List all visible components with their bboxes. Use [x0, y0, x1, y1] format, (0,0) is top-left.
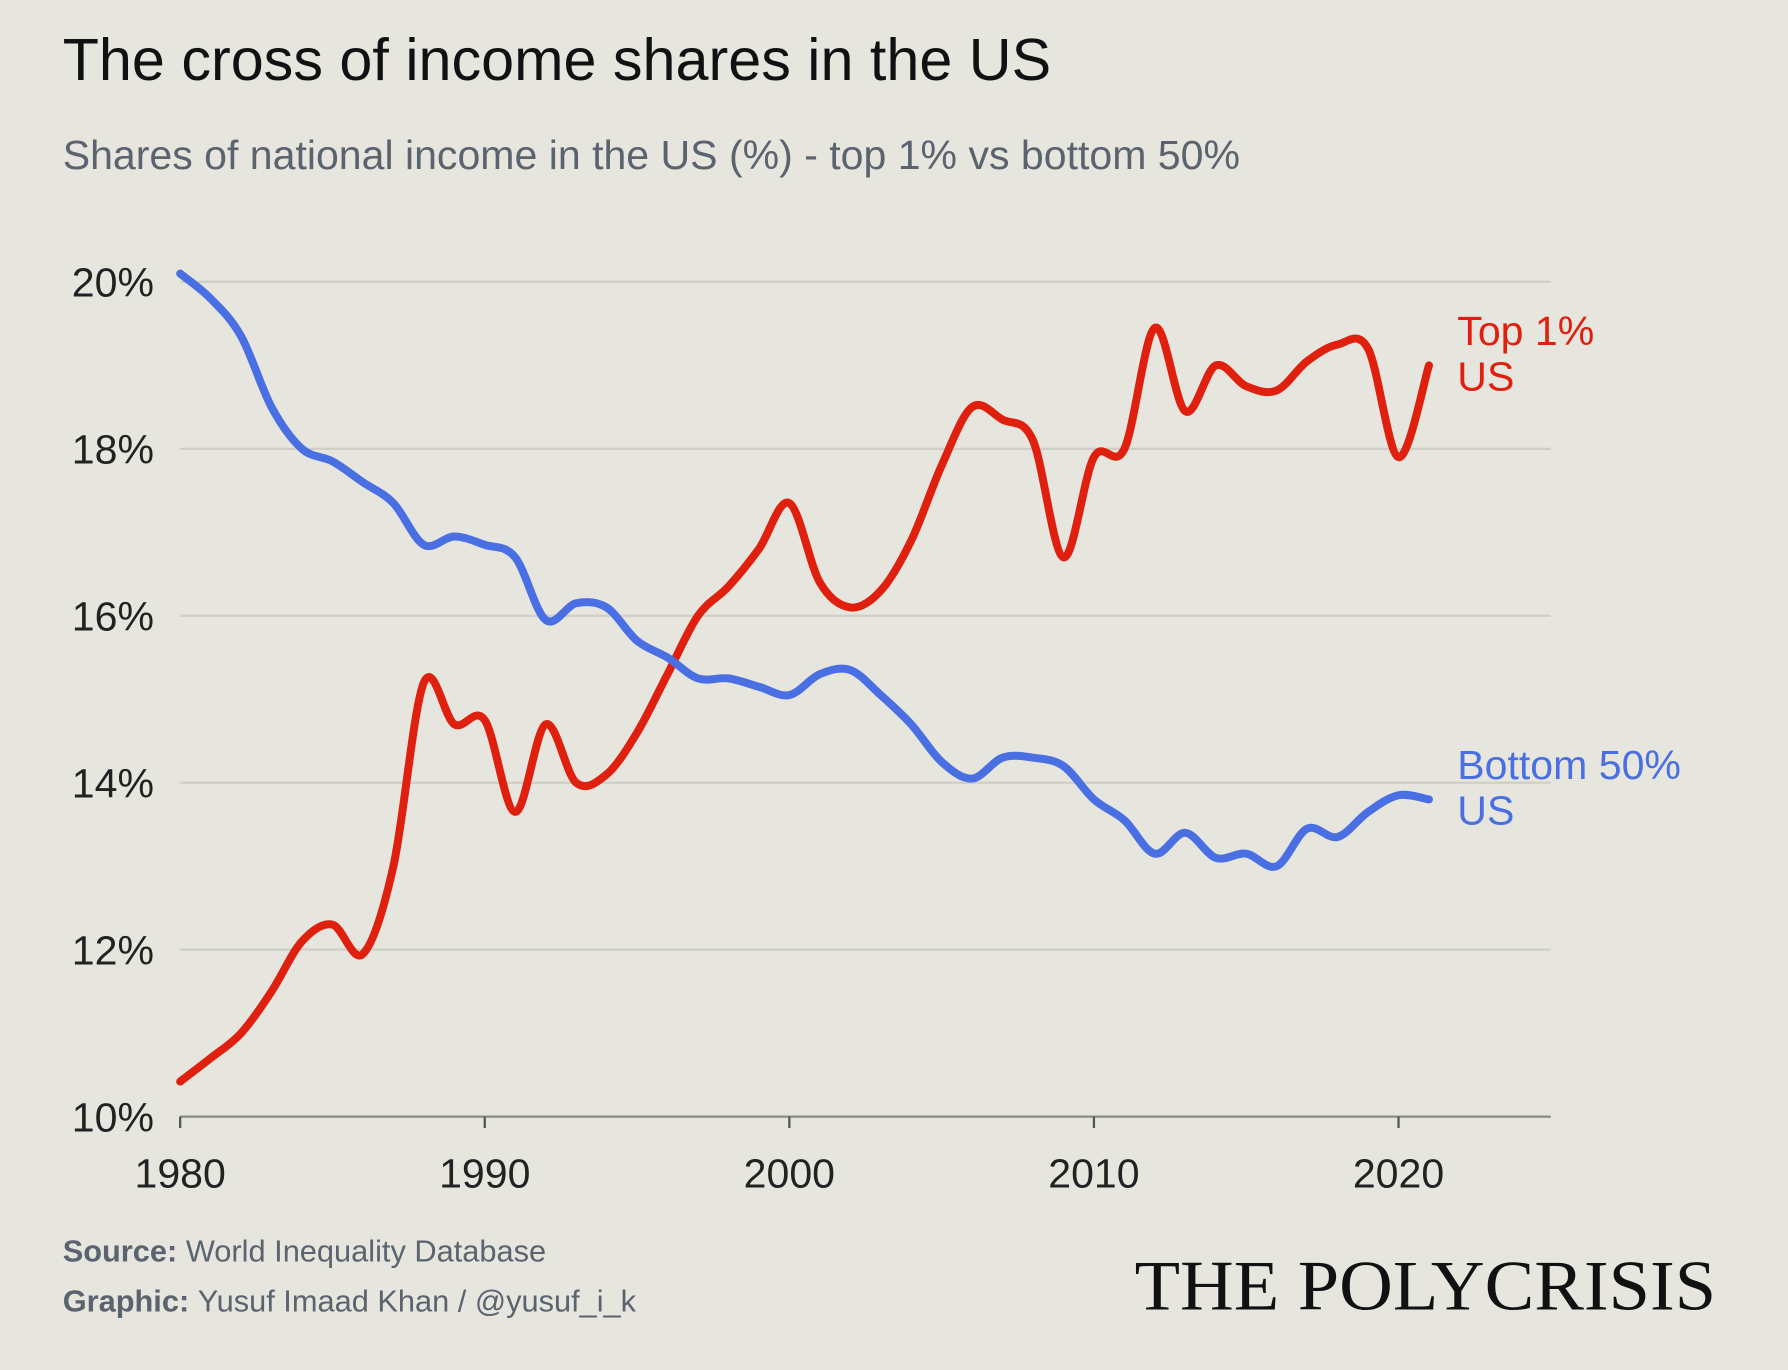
graphic: Yusuf Imaad Khan / @yusuf_i_k — [198, 1284, 637, 1319]
y-tick-label: 16% — [72, 594, 154, 640]
x-tick-label: 2000 — [744, 1150, 835, 1196]
y-tick-label: 20% — [72, 260, 154, 306]
series-line — [176, 269, 1433, 871]
x-tick-label: 2020 — [1353, 1150, 1444, 1196]
footer-graphic: Graphic: Yusuf Imaad Khan / @yusuf_i_k — [63, 1284, 637, 1319]
y-tick-label: 14% — [72, 761, 154, 807]
series-label: Bottom 50% — [1457, 742, 1681, 788]
y-tick-label: 12% — [72, 927, 154, 973]
series-region: US — [1457, 353, 1514, 399]
footer-source: Source: World Inequality Database — [63, 1233, 546, 1268]
brand-logo: THE POLYCRISIS — [1135, 1247, 1717, 1325]
chart-subtitle: Shares of national income in the US (%) … — [63, 132, 1240, 178]
y-tick-label: 18% — [72, 427, 154, 473]
series-line — [176, 323, 1433, 1086]
source-label: Source: — [63, 1233, 178, 1268]
series-region: US — [1457, 788, 1514, 834]
x-tick-label: 2010 — [1048, 1150, 1139, 1196]
graphic-label: Graphic: — [63, 1284, 190, 1319]
source: World Inequality Database — [186, 1233, 546, 1268]
x-tick-label: 1990 — [439, 1150, 530, 1196]
chart-title: The cross of income shares in the US — [63, 26, 1051, 93]
y-tick-label: 10% — [72, 1094, 154, 1140]
x-tick-label: 1980 — [135, 1150, 226, 1196]
series-label: Top 1% — [1457, 308, 1594, 354]
